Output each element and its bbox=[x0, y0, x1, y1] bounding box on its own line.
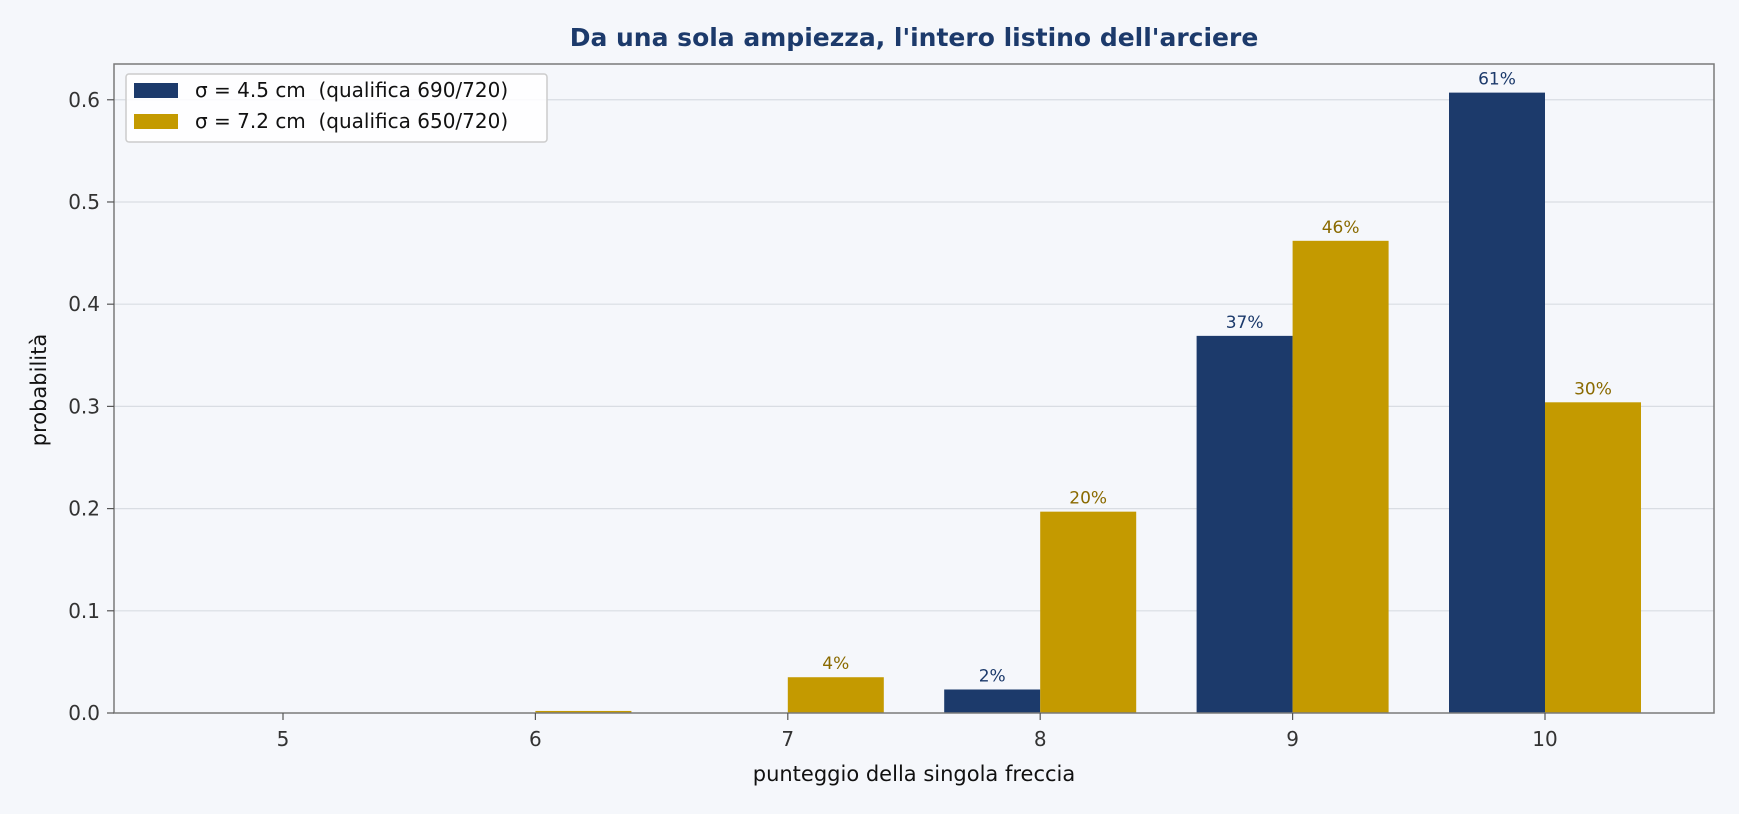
y-tick-label: 0.1 bbox=[68, 599, 100, 623]
x-axis-ticks: 5 6 7 8 9 10 bbox=[277, 713, 1558, 751]
x-tick-label: 5 bbox=[277, 727, 290, 751]
bar-series-1 bbox=[944, 689, 1041, 713]
data-label: 37% bbox=[1226, 313, 1264, 333]
y-tick-label: 0.6 bbox=[68, 88, 100, 112]
y-tick-label: 0.2 bbox=[68, 497, 100, 521]
x-tick-label: 10 bbox=[1532, 727, 1557, 751]
y-tick-label: 0.3 bbox=[68, 394, 100, 418]
x-tick-label: 6 bbox=[529, 727, 542, 751]
bar-series-2 bbox=[1040, 511, 1137, 713]
y-tick-label: 0.5 bbox=[68, 190, 100, 214]
legend: σ = 4.5 cm (qualifica 690/720) σ = 7.2 c… bbox=[125, 73, 548, 143]
x-tick-label: 8 bbox=[1034, 727, 1047, 751]
x-tick-label: 9 bbox=[1286, 727, 1299, 751]
bars bbox=[535, 92, 1641, 714]
gridlines bbox=[114, 99, 1714, 612]
bar-series-2 bbox=[535, 710, 632, 713]
bar-series-1 bbox=[1196, 335, 1293, 713]
y-tick-label: 0.4 bbox=[68, 292, 100, 316]
bar-series-1 bbox=[1449, 92, 1545, 714]
x-axis-label: punteggio della singola freccia bbox=[753, 762, 1076, 786]
data-label: 20% bbox=[1069, 489, 1107, 509]
y-tick-label: 0.0 bbox=[68, 701, 100, 725]
legend-box bbox=[125, 73, 548, 143]
data-label: 4% bbox=[822, 654, 849, 674]
legend-label-series-2: σ = 7.2 cm (qualifica 650/720) bbox=[195, 109, 508, 133]
bar-series-2 bbox=[787, 677, 884, 713]
chart-title: Da una sola ampiezza, l'intero listino d… bbox=[570, 23, 1259, 52]
bar-series-2 bbox=[1292, 240, 1389, 713]
y-axis-ticks: 0.0 0.1 0.2 0.3 0.4 0.5 0.6 bbox=[68, 88, 114, 725]
plot-frame bbox=[113, 63, 1715, 714]
data-label: 30% bbox=[1574, 379, 1612, 399]
legend-swatch-series-1 bbox=[134, 83, 178, 98]
y-axis-label: probabilità bbox=[27, 334, 51, 447]
legend-swatch-series-2 bbox=[134, 114, 178, 129]
x-tick-label: 7 bbox=[781, 727, 794, 751]
bar-series-2 bbox=[1545, 402, 1641, 713]
legend-label-series-1: σ = 4.5 cm (qualifica 690/720) bbox=[195, 78, 508, 102]
data-labels: 2% 37% 61% 4% 20% 46% 30% bbox=[822, 70, 1612, 687]
data-label: 46% bbox=[1322, 218, 1360, 238]
data-label: 2% bbox=[979, 666, 1006, 686]
data-label: 61% bbox=[1478, 70, 1516, 90]
